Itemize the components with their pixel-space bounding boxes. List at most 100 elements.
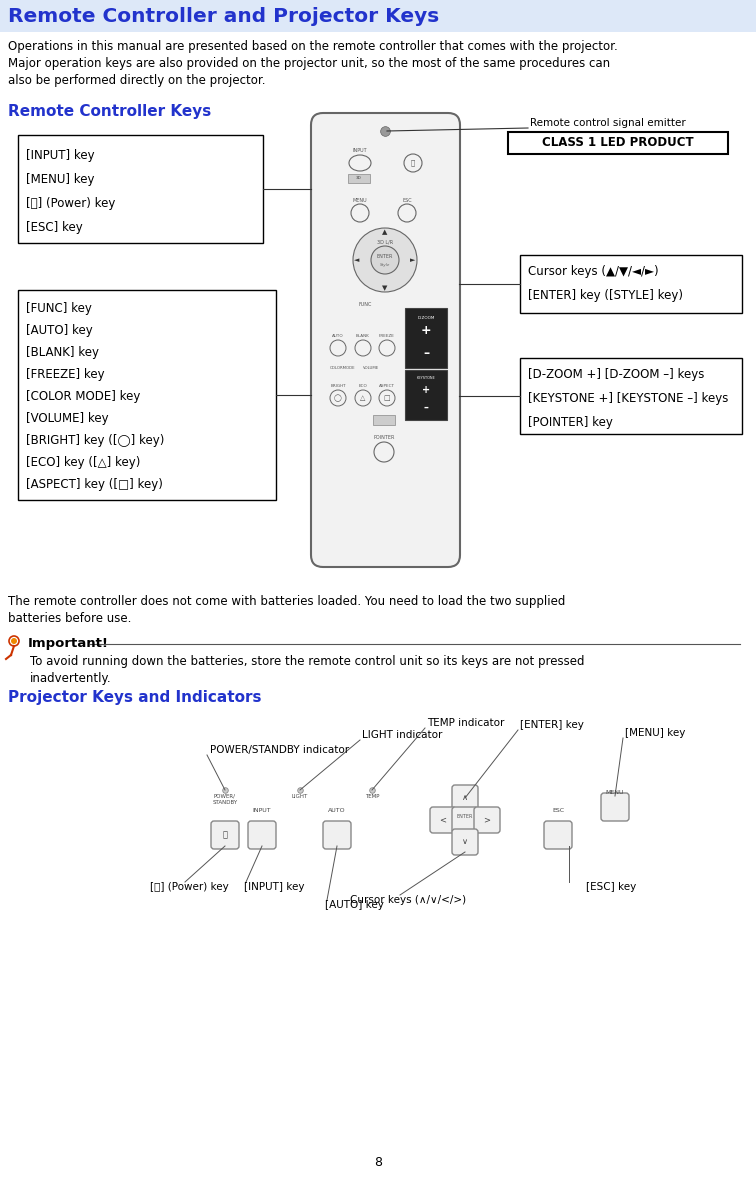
- Text: ►: ►: [411, 257, 416, 263]
- FancyBboxPatch shape: [348, 174, 370, 184]
- Text: TEMP: TEMP: [364, 794, 380, 799]
- Text: [FUNC] key: [FUNC] key: [26, 302, 92, 315]
- Text: [ECO] key ([△] key): [ECO] key ([△] key): [26, 456, 141, 469]
- Text: batteries before use.: batteries before use.: [8, 612, 132, 625]
- FancyBboxPatch shape: [211, 821, 239, 849]
- Text: 8: 8: [374, 1156, 382, 1169]
- Text: ESC: ESC: [552, 807, 564, 813]
- Text: [BLANK] key: [BLANK] key: [26, 346, 99, 359]
- FancyBboxPatch shape: [452, 829, 478, 855]
- Text: [INPUT] key: [INPUT] key: [244, 882, 305, 892]
- Text: INPUT: INPUT: [353, 148, 367, 153]
- Text: The remote controller does not come with batteries loaded. You need to load the : The remote controller does not come with…: [8, 596, 565, 609]
- Text: ▲: ▲: [383, 229, 388, 234]
- Text: Remote Controller and Projector Keys: Remote Controller and Projector Keys: [8, 6, 439, 26]
- Text: [AUTO] key: [AUTO] key: [325, 900, 384, 910]
- Text: MENU: MENU: [606, 790, 624, 794]
- Text: FREEZE: FREEZE: [379, 334, 395, 337]
- Text: Major operation keys are also provided on the projector unit, so the most of the: Major operation keys are also provided o…: [8, 57, 610, 70]
- Text: Remote Controller Keys: Remote Controller Keys: [8, 104, 211, 120]
- Text: [MENU] key: [MENU] key: [26, 173, 94, 186]
- Text: ▼: ▼: [383, 285, 388, 291]
- Text: To avoid running down the batteries, store the remote control unit so its keys a: To avoid running down the batteries, sto…: [30, 655, 584, 668]
- Text: □: □: [384, 395, 390, 401]
- Text: [AUTO] key: [AUTO] key: [26, 324, 93, 337]
- Text: ⏻: ⏻: [411, 160, 415, 166]
- Text: <: <: [439, 816, 447, 824]
- Text: ENTER: ENTER: [457, 815, 473, 819]
- Circle shape: [353, 229, 417, 292]
- Text: –: –: [423, 347, 429, 360]
- Text: FUNC: FUNC: [358, 302, 372, 308]
- Text: also be performed directly on the projector.: also be performed directly on the projec…: [8, 73, 265, 86]
- Text: COLORMODE: COLORMODE: [330, 366, 356, 369]
- Text: [BRIGHT] key ([◯] key): [BRIGHT] key ([◯] key): [26, 435, 164, 448]
- Text: 3D: 3D: [356, 176, 362, 180]
- Text: AUTO: AUTO: [328, 807, 345, 813]
- Text: [FREEZE] key: [FREEZE] key: [26, 368, 104, 381]
- FancyBboxPatch shape: [18, 290, 276, 500]
- Text: [D-ZOOM +] [D-ZOOM –] keys: [D-ZOOM +] [D-ZOOM –] keys: [528, 368, 705, 381]
- Text: LIGHT: LIGHT: [292, 794, 308, 799]
- Text: BRIGHT: BRIGHT: [330, 384, 345, 388]
- Text: KEYSTONE: KEYSTONE: [417, 377, 435, 380]
- Text: ◄: ◄: [355, 257, 360, 263]
- FancyBboxPatch shape: [0, 0, 756, 32]
- Text: [ESC] key: [ESC] key: [26, 221, 82, 234]
- Text: inadvertently.: inadvertently.: [30, 673, 112, 686]
- Text: Projector Keys and Indicators: Projector Keys and Indicators: [8, 690, 262, 704]
- Text: ECO: ECO: [358, 384, 367, 388]
- Text: INPUT: INPUT: [253, 807, 271, 813]
- Text: [INPUT] key: [INPUT] key: [26, 149, 94, 162]
- Text: TEMP indicator: TEMP indicator: [427, 718, 504, 728]
- Text: ⏻: ⏻: [222, 830, 228, 839]
- Text: ESC: ESC: [402, 198, 412, 202]
- Text: [VOLUME] key: [VOLUME] key: [26, 412, 109, 425]
- FancyBboxPatch shape: [248, 821, 276, 849]
- Circle shape: [371, 246, 399, 274]
- Text: [KEYSTONE +] [KEYSTONE –] keys: [KEYSTONE +] [KEYSTONE –] keys: [528, 392, 728, 405]
- Text: 3D L/R: 3D L/R: [377, 239, 393, 245]
- FancyBboxPatch shape: [544, 821, 572, 849]
- FancyBboxPatch shape: [311, 112, 460, 567]
- Text: [POINTER] key: [POINTER] key: [528, 416, 613, 429]
- Text: LIGHT indicator: LIGHT indicator: [362, 731, 442, 740]
- Text: POINTER: POINTER: [373, 435, 395, 440]
- Text: VOLUME: VOLUME: [363, 366, 379, 369]
- Text: [⏻] (Power) key: [⏻] (Power) key: [150, 882, 229, 892]
- FancyBboxPatch shape: [373, 416, 395, 425]
- FancyBboxPatch shape: [474, 807, 500, 834]
- Text: POWER/STANDBY indicator: POWER/STANDBY indicator: [210, 745, 349, 755]
- Text: [ESC] key: [ESC] key: [586, 882, 637, 892]
- Text: ∨: ∨: [462, 837, 468, 847]
- FancyBboxPatch shape: [508, 131, 728, 154]
- FancyBboxPatch shape: [452, 785, 478, 811]
- Text: CLASS 1 LED PRODUCT: CLASS 1 LED PRODUCT: [542, 136, 694, 149]
- Text: △: △: [361, 395, 366, 401]
- Text: D-ZOOM: D-ZOOM: [417, 316, 435, 320]
- Text: Remote control signal emitter: Remote control signal emitter: [530, 118, 686, 128]
- FancyBboxPatch shape: [405, 308, 447, 368]
- FancyBboxPatch shape: [18, 135, 263, 243]
- Text: [COLOR MODE] key: [COLOR MODE] key: [26, 390, 141, 403]
- Text: POWER/
STANDBY: POWER/ STANDBY: [212, 794, 237, 805]
- FancyBboxPatch shape: [430, 807, 456, 834]
- Text: Style: Style: [380, 263, 390, 268]
- Text: –: –: [423, 403, 429, 413]
- Text: Operations in this manual are presented based on the remote controller that come: Operations in this manual are presented …: [8, 40, 618, 53]
- Text: BLANK: BLANK: [356, 334, 370, 337]
- Text: +: +: [420, 323, 432, 336]
- Circle shape: [11, 638, 17, 644]
- Text: [⏻] (Power) key: [⏻] (Power) key: [26, 197, 116, 210]
- Text: ASPECT: ASPECT: [379, 384, 395, 388]
- Text: ◯: ◯: [334, 394, 342, 401]
- Text: MENU: MENU: [353, 198, 367, 202]
- Text: Cursor keys (▲/▼/◄/►): Cursor keys (▲/▼/◄/►): [528, 265, 658, 278]
- Text: Important!: Important!: [28, 637, 109, 650]
- FancyBboxPatch shape: [452, 807, 478, 834]
- Text: [ENTER] key ([STYLE] key): [ENTER] key ([STYLE] key): [528, 289, 683, 302]
- FancyBboxPatch shape: [520, 255, 742, 313]
- Text: [ENTER] key: [ENTER] key: [520, 720, 584, 731]
- FancyBboxPatch shape: [323, 821, 351, 849]
- Text: Cursor keys (∧/∨/</>): Cursor keys (∧/∨/</>): [350, 895, 466, 905]
